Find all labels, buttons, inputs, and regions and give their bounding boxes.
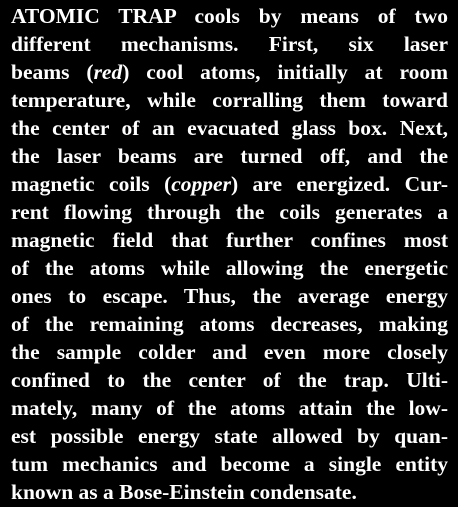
text: mately, many of the atoms attain the low…	[11, 396, 448, 420]
caption-line: of the atoms while allowing the energeti…	[11, 254, 448, 282]
caption-line: ones to escape. Thus, the average energy	[11, 282, 448, 310]
text: confined to the center of the trap. Ulti…	[11, 368, 448, 392]
caption-line: confined to the center of the trap. Ulti…	[11, 366, 448, 394]
text: tum mechanics and become a single entity	[11, 452, 448, 476]
caption-line: of the remaining atoms decreases, making	[11, 310, 448, 338]
text: known as a Bose-Einstein condensate.	[11, 480, 357, 504]
italic-text: copper	[171, 172, 231, 196]
caption-line: beams (red) cool atoms, initially at roo…	[11, 58, 448, 86]
text: the sample colder and even more closely	[11, 340, 448, 364]
text: ) cool atoms, initially at room	[122, 60, 448, 84]
text: of the atoms while allowing the energeti…	[11, 256, 448, 280]
text: beams (	[11, 60, 94, 84]
caption-line: rent flowing through the coils generates…	[11, 198, 448, 226]
text: rent flowing through the coils generates…	[11, 200, 448, 224]
text: ATOMIC TRAP cools by means of two	[11, 4, 448, 28]
italic-text: red	[93, 60, 123, 84]
caption-line: ATOMIC TRAP cools by means of two	[11, 2, 448, 30]
text: magnetic coils (	[11, 172, 172, 196]
caption-line: mately, many of the atoms attain the low…	[11, 394, 448, 422]
caption-line: tum mechanics and become a single entity	[11, 450, 448, 478]
text: the laser beams are turned off, and the	[11, 144, 448, 168]
text: different mechanisms. First, six laser	[11, 32, 448, 56]
caption-line: known as a Bose-Einstein condensate.	[11, 478, 448, 506]
text: est possible energy state allowed by qua…	[11, 424, 448, 448]
text: the center of an evacuated glass box. Ne…	[11, 116, 448, 140]
caption-line: different mechanisms. First, six laser	[11, 30, 448, 58]
text: of the remaining atoms decreases, making	[11, 312, 448, 336]
caption-line: temperature, while corralling them towar…	[11, 86, 448, 114]
text: ) are energized. Cur-	[230, 172, 448, 196]
caption-line: the center of an evacuated glass box. Ne…	[11, 114, 448, 142]
caption-line: est possible energy state allowed by qua…	[11, 422, 448, 450]
caption-line: magnetic field that further confines mos…	[11, 226, 448, 254]
caption-line: magnetic coils (copper) are energized. C…	[11, 170, 448, 198]
text: magnetic field that further confines mos…	[11, 228, 448, 252]
caption-line: the laser beams are turned off, and the	[11, 142, 448, 170]
caption-line: the sample colder and even more closely	[11, 338, 448, 366]
text: ones to escape. Thus, the average energy	[11, 284, 448, 308]
text: temperature, while corralling them towar…	[11, 88, 448, 112]
